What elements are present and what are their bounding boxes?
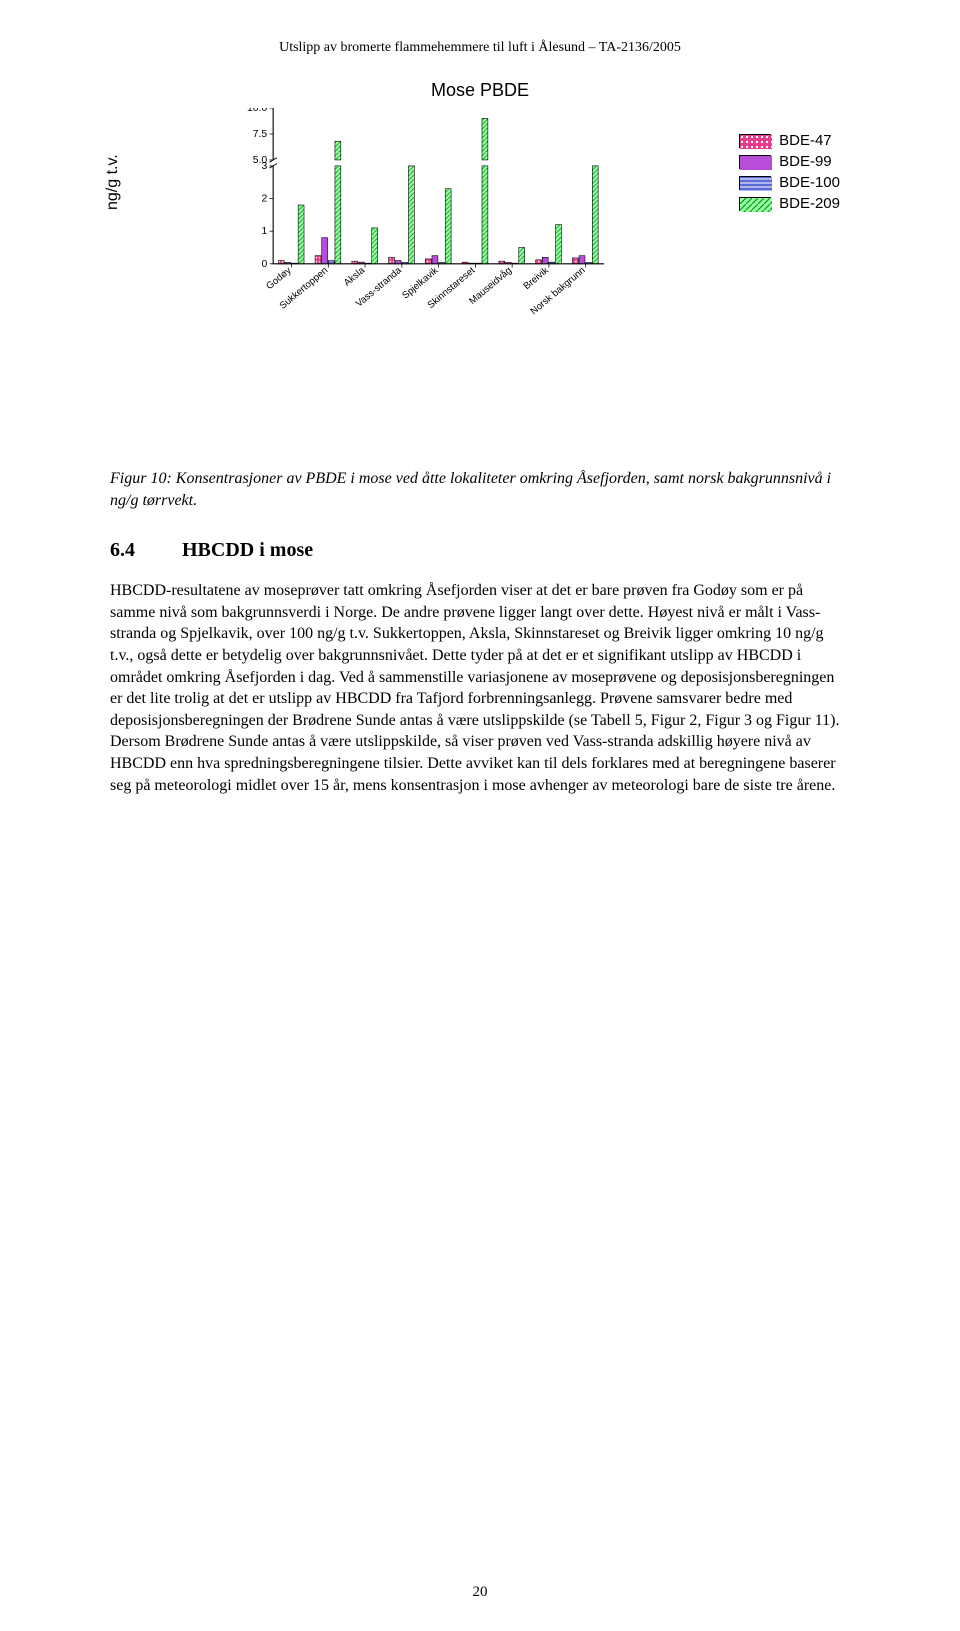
y-axis-label: ng/g t.v. bbox=[104, 154, 122, 210]
section-number: 6.4 bbox=[110, 539, 182, 562]
legend-swatch bbox=[739, 176, 771, 190]
svg-text:10.0: 10.0 bbox=[247, 108, 267, 114]
svg-text:2: 2 bbox=[261, 193, 267, 204]
chart-plot: 01235.07.510.0 GodøySukkertoppenAkslaVas… bbox=[176, 108, 676, 338]
running-header: Utslipp av bromerte flammehemmere til lu… bbox=[110, 40, 850, 56]
svg-text:Aksla: Aksla bbox=[342, 265, 368, 289]
chart-title: Mose PBDE bbox=[110, 80, 850, 101]
svg-text:7.5: 7.5 bbox=[253, 129, 268, 140]
body-paragraph: HBCDD-resultatene av moseprøver tatt omk… bbox=[110, 580, 850, 796]
legend-label: BDE-100 bbox=[779, 174, 840, 191]
legend-item: BDE-99 bbox=[739, 153, 840, 170]
figure-caption: Figur 10: Konsentrasjoner av PBDE i mose… bbox=[110, 468, 850, 511]
chart-legend: BDE-47 BDE-99 BDE-100 BDE-209 bbox=[739, 132, 840, 216]
legend-label: BDE-209 bbox=[779, 195, 840, 212]
svg-text:0: 0 bbox=[261, 259, 267, 270]
section-heading: 6.4HBCDD i mose bbox=[110, 539, 850, 562]
legend-label: BDE-47 bbox=[779, 132, 832, 149]
svg-text:Breivik: Breivik bbox=[522, 265, 551, 292]
legend-item: BDE-100 bbox=[739, 174, 840, 191]
legend-item: BDE-209 bbox=[739, 195, 840, 212]
page-number: 20 bbox=[0, 1584, 960, 1601]
legend-label: BDE-99 bbox=[779, 153, 832, 170]
legend-swatch bbox=[739, 155, 771, 169]
legend-item: BDE-47 bbox=[739, 132, 840, 149]
section-title: HBCDD i mose bbox=[182, 539, 313, 561]
legend-swatch bbox=[739, 134, 771, 148]
chart-mose-pbde: Mose PBDE ng/g t.v. 01235.07.510.0 Godøy… bbox=[110, 80, 850, 450]
svg-text:5.0: 5.0 bbox=[253, 155, 268, 166]
svg-text:1: 1 bbox=[261, 226, 267, 237]
legend-swatch bbox=[739, 197, 771, 211]
svg-text:Godøy: Godøy bbox=[264, 265, 293, 292]
